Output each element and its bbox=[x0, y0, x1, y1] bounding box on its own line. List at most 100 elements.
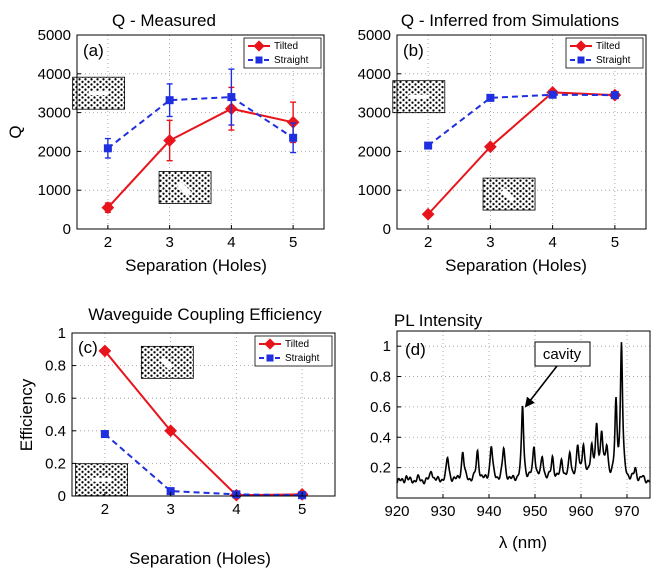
panel-b-legend-marker-tilted bbox=[575, 40, 587, 52]
panel-d-xtick-label-2: 940 bbox=[476, 503, 501, 520]
panel-a-legend-marker-straight bbox=[255, 56, 263, 64]
panel-c-ylabel: Efficiency bbox=[17, 378, 36, 451]
panel-a-axes-frame bbox=[76, 34, 325, 230]
panel-d-ticks: 920 930 940 950 960 970 0.2 0.4 0.6 0.8 1 bbox=[370, 338, 639, 520]
panel-c-legend-marker-tilted bbox=[264, 338, 276, 350]
panel-a-xlabel: Separation (Holes) bbox=[125, 256, 267, 275]
panel-b-point-straight-1 bbox=[486, 93, 495, 102]
panel-c-legend-label-straight: Straight bbox=[285, 353, 320, 364]
panel-d-xtick-label-3: 950 bbox=[522, 503, 547, 520]
panel-c-xtick-label-1: 3 bbox=[166, 501, 174, 518]
panel-c-ticks: 2 3 4 5 0 0.2 0.4 0.6 0.8 1 bbox=[45, 325, 306, 518]
panel-c-point-tilted-1 bbox=[164, 424, 177, 438]
panel-c-axes-frame bbox=[71, 332, 336, 497]
panel-d-ytick-label-3: 0.8 bbox=[370, 369, 391, 386]
panel-c-xtick-label-3: 5 bbox=[298, 501, 306, 518]
panel-a-ytick-label-0: 0 bbox=[63, 221, 71, 238]
panel-b-ytick-label-1: 1000 bbox=[358, 182, 391, 199]
panel-d-xlabel: λ (nm) bbox=[499, 533, 547, 552]
panel-d-label: (d) bbox=[405, 340, 426, 359]
panel-d-title: PL Intensity bbox=[394, 311, 483, 330]
panel-b-ytick-label-0: 0 bbox=[383, 221, 391, 238]
panel-b-xtick-label-2: 4 bbox=[548, 234, 556, 251]
panel-a-point-tilted-0 bbox=[101, 201, 115, 215]
panel-b-inset-straight-0 bbox=[392, 80, 446, 114]
panel-b-legend-label-straight: Straight bbox=[596, 55, 631, 66]
panel-c-xlabel: Separation (Holes) bbox=[129, 549, 271, 568]
cavity-label-box bbox=[534, 341, 591, 367]
panel-b-xtick-label-0: 2 bbox=[424, 234, 432, 251]
panel-d-xtick-label-1: 930 bbox=[430, 503, 455, 520]
panel-c-point-tilted-0 bbox=[98, 344, 112, 358]
panel-a-inset-straight-0 bbox=[72, 76, 126, 110]
panel-b-ytick-label-2: 2000 bbox=[358, 143, 391, 160]
panel-a-point-straight-1 bbox=[165, 96, 174, 105]
panel-b-point-straight-2 bbox=[548, 90, 557, 99]
panel-a-xtick-label-1: 3 bbox=[165, 234, 173, 251]
panel-c-legend-marker-straight bbox=[266, 354, 274, 362]
panel-d-axes-frame bbox=[396, 330, 651, 499]
panel-c: Waveguide Coupling Efficiency 2 3 4 5 0 0.2 0.… bbox=[17, 305, 336, 568]
panel-b-line-tilted bbox=[427, 91, 615, 215]
panel-a-ylabel: Q bbox=[6, 125, 25, 138]
panel-a-point-tilted-1 bbox=[163, 134, 176, 147]
panel-d-xtick-label-5: 970 bbox=[614, 503, 639, 520]
panel-a-insets bbox=[72, 76, 212, 204]
panel-a-point-straight-0 bbox=[103, 144, 112, 153]
panel-b-xtick-label-1: 3 bbox=[486, 234, 494, 251]
panel-d-xtick-label-0: 920 bbox=[384, 503, 409, 520]
panel-a-ytick-label-5: 5000 bbox=[38, 27, 71, 44]
panel-b-ytick-label-5: 5000 bbox=[358, 27, 391, 44]
panel-b-xtick-label-3: 5 bbox=[611, 234, 619, 251]
panel-a-label: (a) bbox=[83, 41, 104, 60]
panel-c-ytick-label-4: 0.8 bbox=[45, 358, 66, 375]
panel-d-xtick-label-4: 960 bbox=[568, 503, 593, 520]
panel-c-ytick-label-3: 0.6 bbox=[45, 390, 66, 407]
panel-b-line-straight bbox=[427, 93, 615, 147]
panel-c-point-straight-0 bbox=[100, 430, 109, 439]
panel-a-series bbox=[101, 68, 300, 215]
panel-c-series bbox=[98, 344, 309, 502]
panel-d-ytick-label-4: 1 bbox=[383, 338, 391, 355]
panel-b-axes-frame bbox=[396, 34, 647, 230]
panel-d-ytick-label-2: 0.6 bbox=[370, 399, 391, 416]
panel-c-insets bbox=[75, 345, 194, 497]
panel-a-inset-tilted-1 bbox=[158, 171, 212, 204]
panel-b-point-tilted-0 bbox=[421, 207, 435, 221]
panel-c-ytick-label-1: 0.2 bbox=[45, 455, 66, 472]
panel-b-title: Q - Inferred from Simulations bbox=[401, 11, 619, 30]
panel-a: Q - Measured 2 3 4 5 0 1000 2000 3000 4000 5000 (… bbox=[6, 11, 325, 275]
panel-c-ytick-label-0: 0 bbox=[58, 488, 66, 505]
panel-a-legend-marker-tilted bbox=[253, 40, 265, 52]
panel-d-ytick-label-0: 0.2 bbox=[370, 460, 391, 477]
panel-a-legend: Tilted Straight bbox=[243, 37, 322, 69]
panel-a-xtick-label-2: 4 bbox=[227, 234, 235, 251]
panel-c-ytick-label-5: 1 bbox=[58, 325, 66, 342]
panel-b-legend: Tilted Straight bbox=[565, 37, 644, 69]
panel-b-ytick-label-4: 4000 bbox=[358, 66, 391, 83]
panel-a-ytick-label-1: 1000 bbox=[38, 182, 71, 199]
panel-c-title: Waveguide Coupling Efficiency bbox=[88, 305, 322, 324]
panel-c-inset-tilted-0 bbox=[140, 345, 194, 379]
panel-b-point-straight-0 bbox=[424, 141, 433, 150]
panel-b-point-straight-3 bbox=[610, 91, 619, 100]
panel-a-point-straight-2 bbox=[227, 93, 236, 102]
panel-b-legend-marker-straight bbox=[577, 56, 585, 64]
panel-b-ticks: 2 3 4 5 0 1000 2000 3000 4000 5000 bbox=[358, 27, 619, 251]
panel-b-inset-tilted-1 bbox=[482, 177, 536, 211]
panel-c-label: (c) bbox=[78, 338, 98, 357]
panel-a-ytick-label-2: 2000 bbox=[38, 143, 71, 160]
panel-a-ytick-label-4: 4000 bbox=[38, 66, 71, 83]
panel-c-legend: Tilted Straight bbox=[254, 335, 333, 367]
panel-a-line-tilted bbox=[107, 107, 294, 209]
panel-a-point-straight-3 bbox=[289, 133, 298, 142]
cavity-arrow bbox=[524, 365, 558, 408]
panel-a-ticks: 2 3 4 5 0 1000 2000 3000 4000 5000 bbox=[38, 27, 298, 251]
panel-a-line-straight bbox=[107, 96, 294, 150]
panel-a-xtick-label-0: 2 bbox=[104, 234, 112, 251]
panel-b-xlabel: Separation (Holes) bbox=[445, 256, 587, 275]
panel-c-xtick-label-0: 2 bbox=[101, 501, 109, 518]
cavity-label: cavity bbox=[543, 346, 582, 363]
panel-a-legend-label-straight: Straight bbox=[274, 55, 309, 66]
